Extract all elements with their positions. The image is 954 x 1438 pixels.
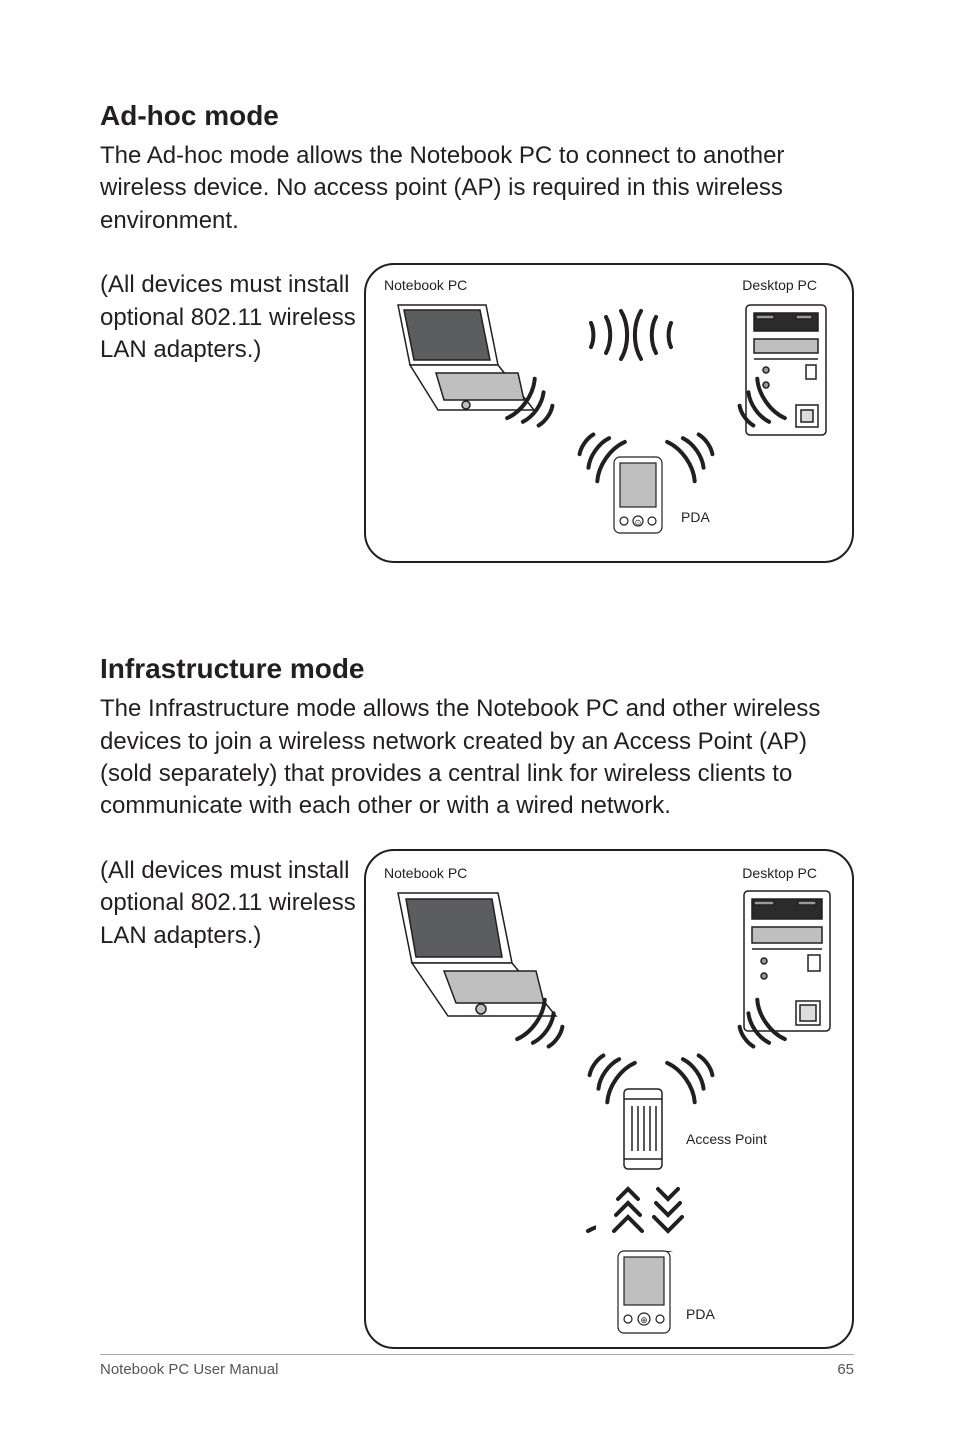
label-desktop: Desktop PC — [742, 277, 817, 293]
infra-section: Infrastructure mode The Infrastructure m… — [100, 653, 854, 1349]
label-ap: Access Point — [686, 1131, 767, 1147]
adhoc-svg: ⊙ — [366, 265, 852, 561]
infra-body: The Infrastructure mode allows the Noteb… — [100, 693, 854, 823]
adhoc-diagram: Notebook PC Desktop PC PDA — [364, 263, 854, 563]
svg-text:⊙: ⊙ — [635, 518, 642, 527]
infra-svg: ⊕ — [366, 851, 852, 1347]
infra-side: (All devices must install optional 802.1… — [100, 855, 364, 952]
access-point-icon — [624, 1089, 662, 1169]
adhoc-body: The Ad-hoc mode allows the Notebook PC t… — [100, 140, 854, 237]
signal-nb-pda-icon — [507, 379, 625, 481]
infra-row: (All devices must install optional 802.1… — [100, 841, 854, 1349]
label-pda: PDA — [681, 509, 710, 525]
notebook-icon — [398, 305, 534, 410]
label-pda2: PDA — [686, 1306, 715, 1322]
infra-diagram: Notebook PC Desktop PC Access Point PDA — [364, 849, 854, 1349]
notebook-icon2 — [398, 893, 556, 1016]
label-desktop2: Desktop PC — [742, 865, 817, 881]
label-notebook2: Notebook PC — [384, 865, 467, 881]
footer: Notebook PC User Manual 65 — [100, 1354, 854, 1378]
svg-text:⊕: ⊕ — [640, 1315, 648, 1325]
pda-icon: ⊙ — [614, 457, 662, 533]
footer-right: 65 — [837, 1361, 854, 1378]
adhoc-title: Ad-hoc mode — [100, 100, 854, 132]
infra-title: Infrastructure mode — [100, 653, 854, 685]
adhoc-row: (All devices must install optional 802.1… — [100, 255, 854, 563]
desktop-icon2 — [744, 891, 830, 1031]
label-notebook: Notebook PC — [384, 277, 467, 293]
adhoc-side: (All devices must install optional 802.1… — [100, 269, 364, 366]
adhoc-section: Ad-hoc mode The Ad-hoc mode allows the N… — [100, 100, 854, 563]
pda-icon2: ⊕ — [618, 1251, 670, 1333]
signal-nb-dt-icon — [591, 311, 671, 359]
footer-left: Notebook PC User Manual — [100, 1361, 278, 1378]
